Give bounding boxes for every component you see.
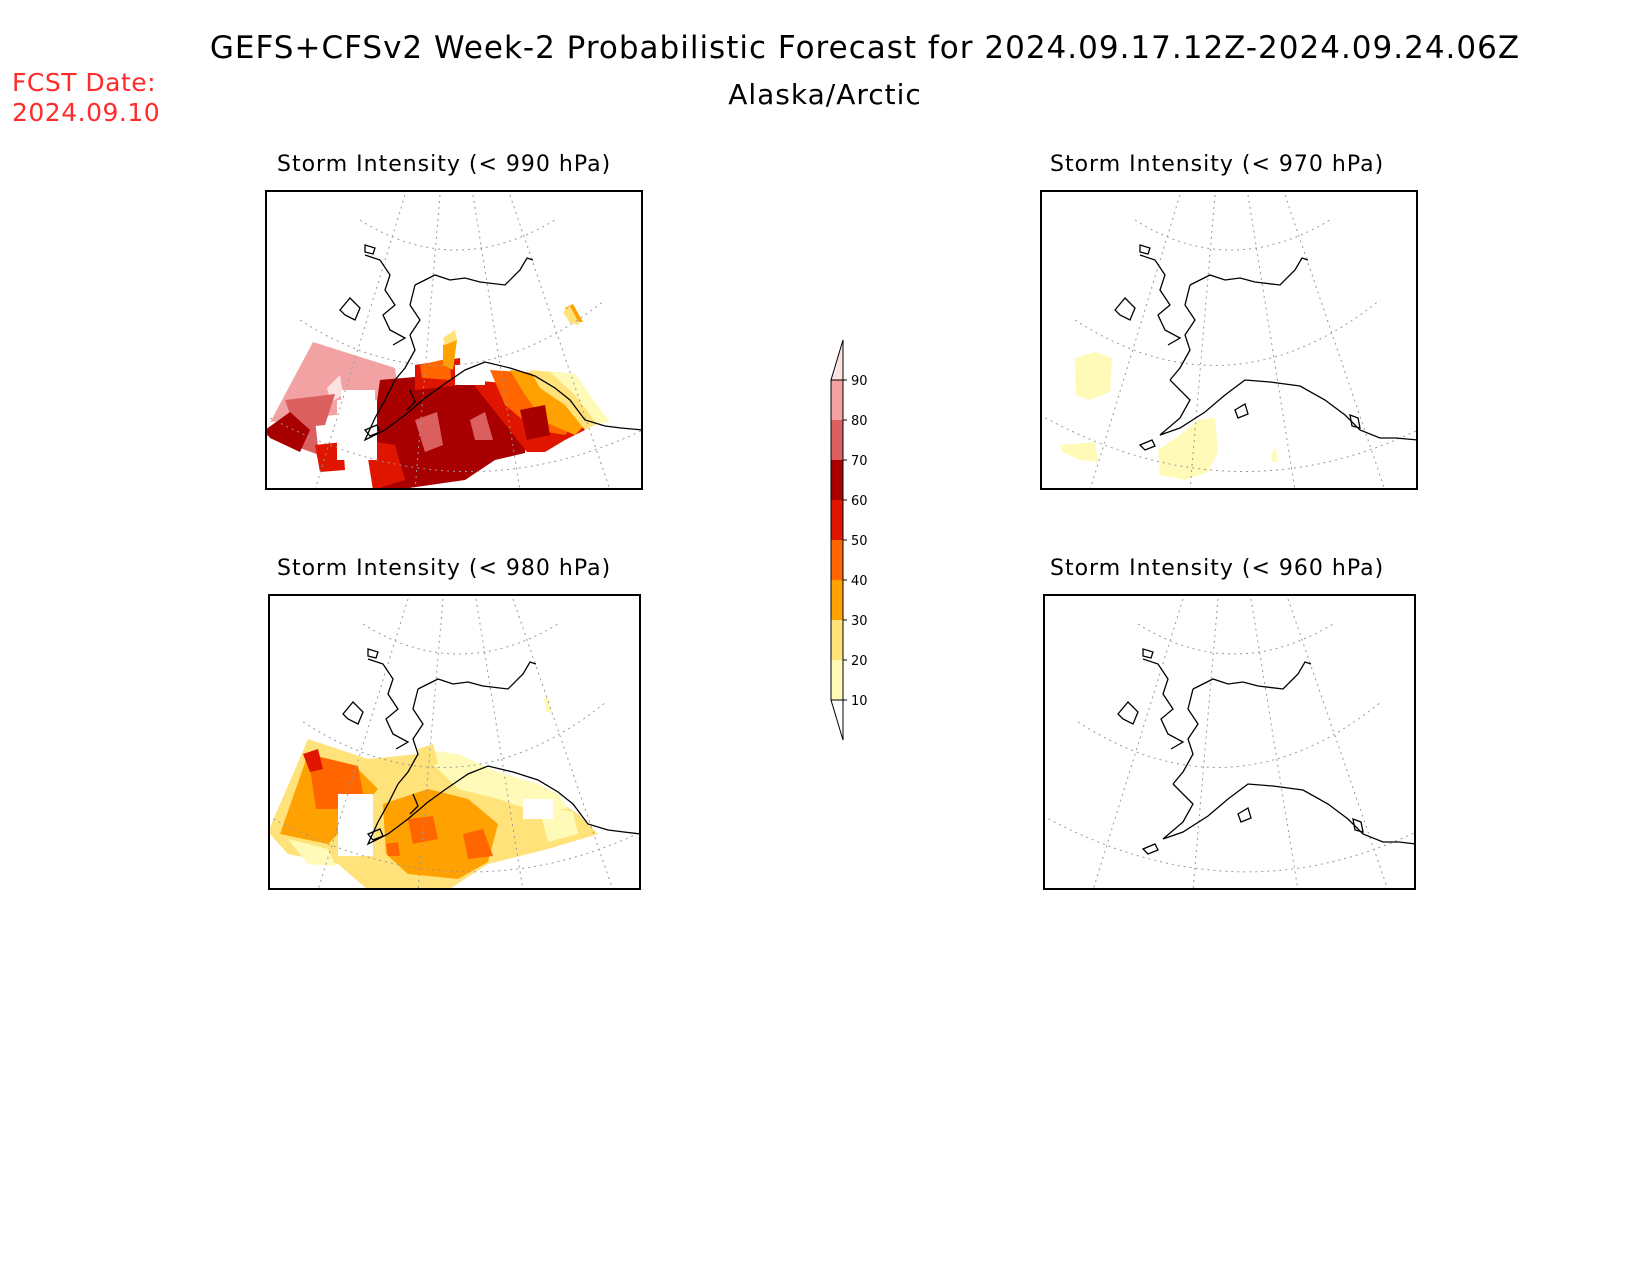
graticule-980 xyxy=(268,598,641,890)
colorbar-swatch-50-60 xyxy=(831,500,843,540)
panel-title-990: Storm Intensity (< 990 hPa) xyxy=(277,152,612,177)
graticule-960 xyxy=(1043,598,1416,890)
forecast-date-block: FCST Date: 2024.09.10 xyxy=(12,68,160,128)
chart-subtitle: Alaska/Arctic xyxy=(728,78,922,111)
panel-title-970: Storm Intensity (< 970 hPa) xyxy=(1050,152,1385,177)
coastline-990 xyxy=(339,244,643,442)
map-panel-970 xyxy=(1040,190,1418,490)
probability-shading-970 xyxy=(1060,352,1278,480)
chart-title: GEFS+CFSv2 Week-2 Probabilistic Forecast… xyxy=(209,30,1521,66)
coastline-960 xyxy=(1117,648,1416,855)
prob-band-70 xyxy=(470,412,493,440)
prob-band-10 xyxy=(288,839,336,866)
colorbar-swatch-10-20 xyxy=(831,660,843,700)
panel-frame-960 xyxy=(1043,594,1416,890)
prob-band-30 xyxy=(510,370,590,435)
masked-region-980 xyxy=(338,794,553,856)
masked-region-990 xyxy=(337,365,485,460)
prob-band-40 xyxy=(408,816,438,844)
colorbar-frame xyxy=(830,379,844,701)
colorbar-tick-label: 10 xyxy=(851,694,868,709)
map-panel-960 xyxy=(1043,594,1416,890)
map-panel-990 xyxy=(265,190,643,490)
colorbar-tick-label: 90 xyxy=(851,374,868,389)
colorbar-swatch-80-90 xyxy=(831,380,843,420)
colorbar-swatch-30-40 xyxy=(831,580,843,620)
prob-band-50 xyxy=(303,749,323,772)
coastline-970 xyxy=(1114,244,1418,451)
colorbar-swatch-20-30 xyxy=(831,620,843,660)
prob-band-40 xyxy=(386,842,400,856)
prob-band-20 xyxy=(418,744,438,766)
colorbar-tick-label: 60 xyxy=(851,494,868,509)
colorbar-tick-label: 30 xyxy=(851,614,868,629)
colorbar-swatch-70-80 xyxy=(831,420,843,460)
graticule-970 xyxy=(1040,194,1418,490)
forecast-date-label: FCST Date: xyxy=(12,68,157,97)
panel-title-980: Storm Intensity (< 980 hPa) xyxy=(277,556,612,581)
prob-band-60 xyxy=(265,412,310,452)
prob-band-10 xyxy=(550,372,610,424)
prob-band-20 xyxy=(530,370,600,430)
prob-band-40 xyxy=(463,829,493,859)
colorbar-tick-label: 80 xyxy=(851,414,868,429)
prob-band-10 xyxy=(1158,418,1218,480)
colorbar-swatch-60-70 xyxy=(831,460,843,500)
prob-band-60 xyxy=(520,405,550,440)
colorbar: 10 20 30 40 50 60 70 80 90 xyxy=(830,339,868,741)
panel-frame-990 xyxy=(265,190,643,490)
forecast-date-value: 2024.09.10 xyxy=(12,98,161,127)
prob-band-10 xyxy=(1272,448,1278,462)
panel-title-960: Storm Intensity (< 960 hPa) xyxy=(1050,556,1385,581)
panel-frame-970 xyxy=(1040,190,1418,490)
prob-band-10 xyxy=(418,749,568,809)
prob-band-10 xyxy=(1075,352,1112,400)
panel-frame-980 xyxy=(268,594,641,890)
prob-band-20 xyxy=(443,330,457,345)
prob-band-30 xyxy=(443,340,457,370)
colorbar-under-arrow xyxy=(830,699,844,741)
colorbar-tick-label: 20 xyxy=(851,654,868,669)
colorbar-over-arrow xyxy=(830,339,844,381)
colorbar-swatch-40-50 xyxy=(831,540,843,580)
colorbar-tick-label: 70 xyxy=(851,454,868,469)
colorbar-tick-label: 40 xyxy=(851,574,868,589)
prob-band-20 xyxy=(563,306,580,325)
coastline-980 xyxy=(342,648,641,846)
colorbar-tick-label: 50 xyxy=(851,534,868,549)
graticule-990 xyxy=(265,194,643,490)
prob-band-10 xyxy=(1060,442,1098,462)
map-panel-980 xyxy=(268,594,641,890)
prob-band-70 xyxy=(415,412,443,452)
